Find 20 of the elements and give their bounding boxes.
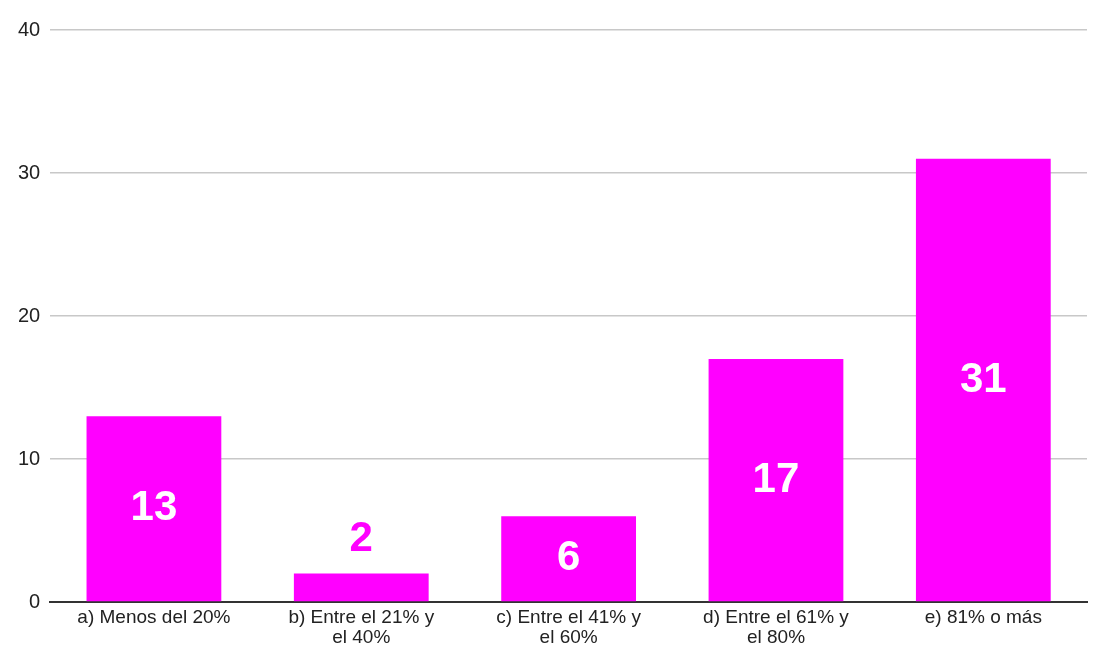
y-tick-label: 20 (18, 303, 41, 326)
data-label: 2 (349, 513, 373, 561)
data-label: 13 (130, 482, 178, 530)
y-tick-label: 40 (18, 17, 41, 40)
bar (915, 158, 1051, 602)
y-tick-label: 0 (29, 589, 41, 612)
bar (293, 573, 429, 602)
x-tick-label: a) Menos del 20% (77, 606, 231, 628)
bar (86, 416, 222, 602)
y-tick-label: 30 (18, 160, 41, 183)
data-label: 17 (752, 453, 800, 501)
x-tick-label: c) Entre el 41% y el 60% (496, 606, 642, 648)
bar (501, 516, 637, 602)
bar (708, 358, 844, 602)
data-label: 6 (556, 532, 581, 580)
y-tick-label: 10 (18, 446, 41, 469)
data-label: 31 (959, 353, 1007, 401)
x-tick-label: b) Entre el 21% y el 40% (288, 606, 435, 648)
x-tick-label: e) 81% o más (924, 606, 1042, 628)
x-tick-label: d) Entre el 61% y el 80% (703, 606, 850, 648)
